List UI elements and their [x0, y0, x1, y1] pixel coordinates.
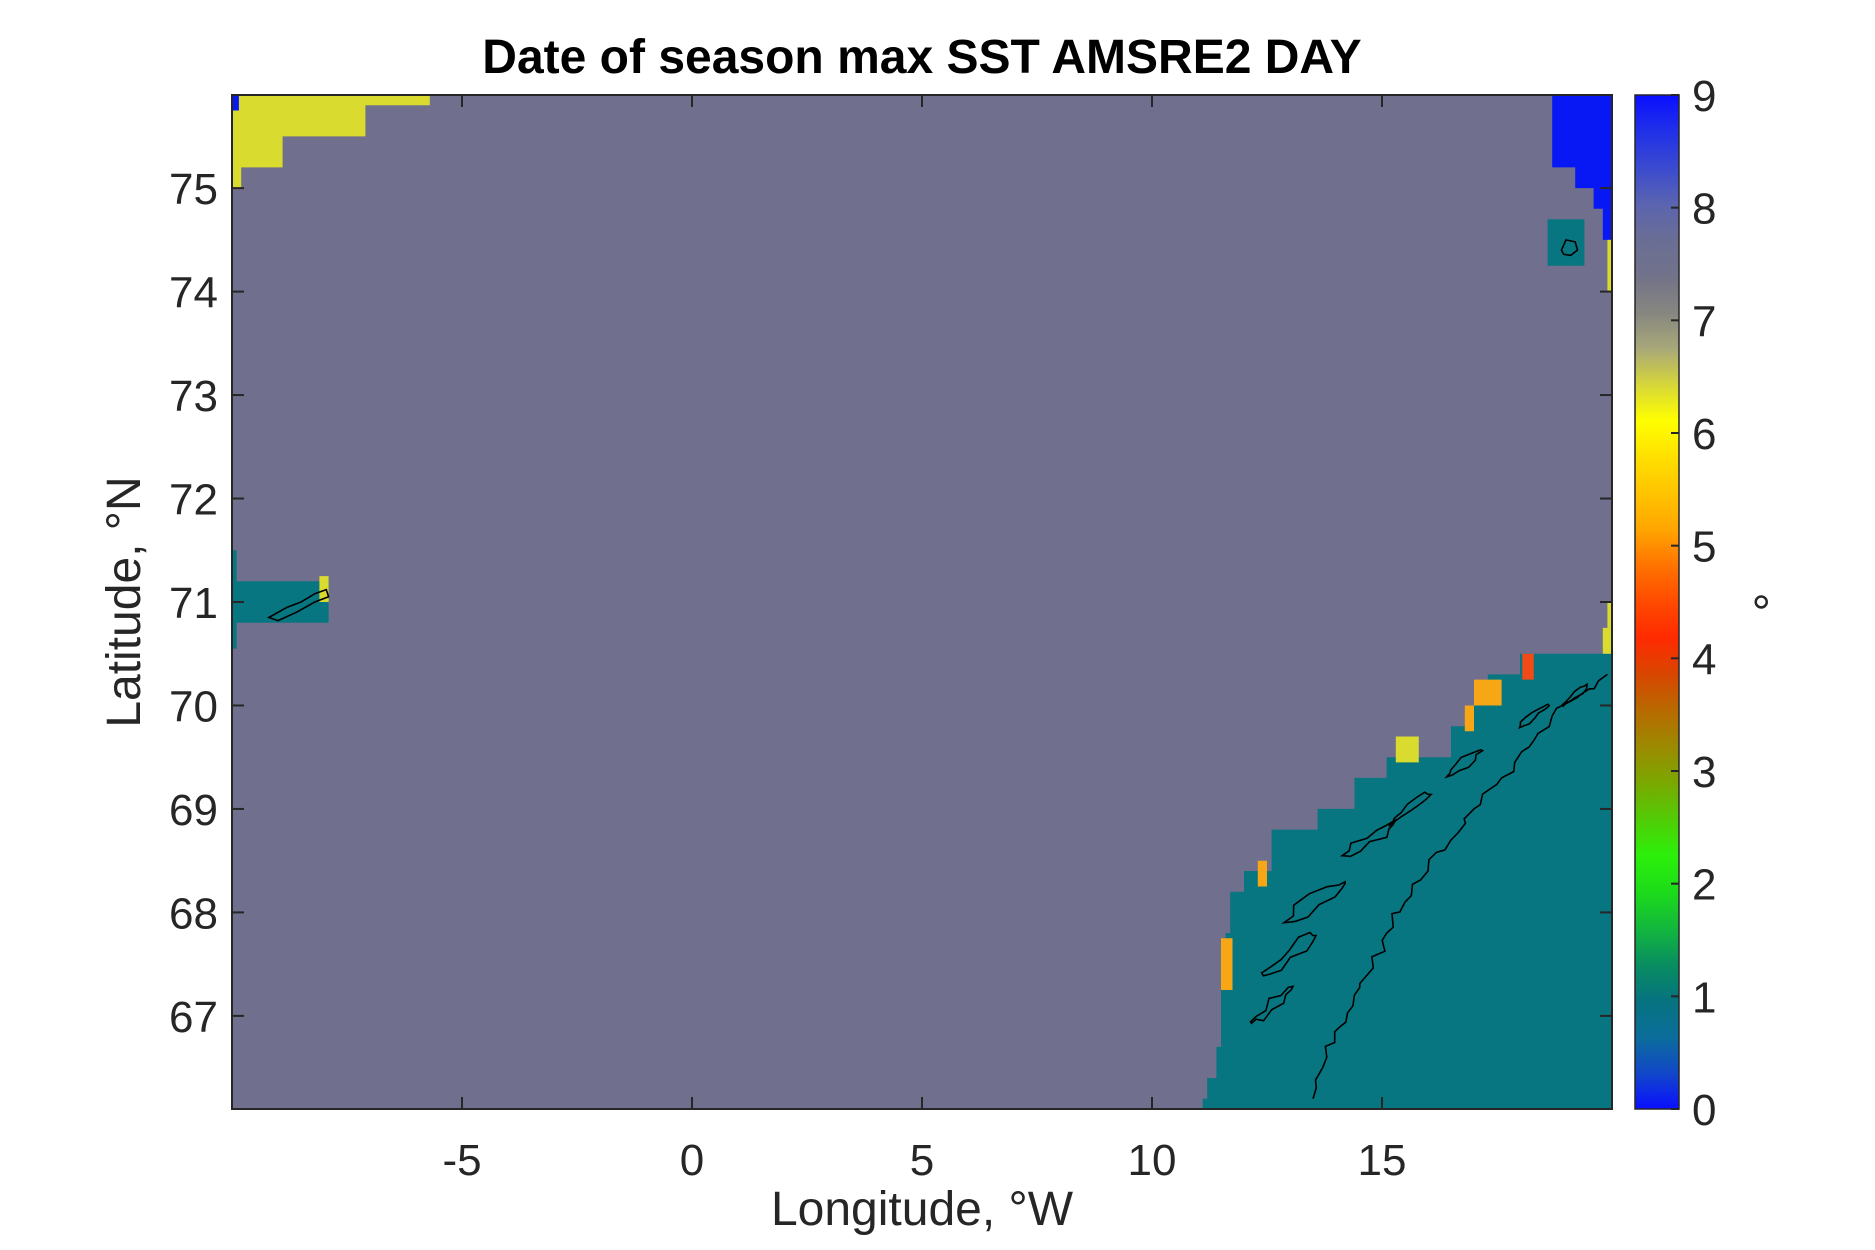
- region-coastal-orange-pixel-2: [1464, 705, 1474, 732]
- y-tick-label: 68: [169, 889, 218, 938]
- region-northeast-corner: [1552, 95, 1612, 240]
- plot-area: -5 0 5 10 15 67 68 69 70 71 72 73 74 75: [169, 94, 1613, 1185]
- region-east-yellow-pixel-2: [1607, 602, 1612, 628]
- y-axis-ticks: 67 68 69 70 71 72 73 74 75: [169, 165, 1612, 1042]
- coastline-norway-mainland: [1312, 673, 1608, 1099]
- region-bear-island: [1547, 219, 1585, 266]
- x-axis-ticks: -5 0 5 10 15: [442, 95, 1406, 1185]
- coastline-island-8: [1560, 682, 1589, 708]
- chart-title: Date of season max SST AMSRE2 DAY: [482, 31, 1361, 84]
- coastline-island-7: [1518, 703, 1551, 730]
- map-regions: [232, 95, 1612, 1109]
- coastlines: [266, 238, 1608, 1099]
- x-tick-label: 15: [1358, 1136, 1407, 1185]
- x-tick-label: 0: [680, 1136, 704, 1185]
- region-northwest-blue-pixel: [232, 95, 239, 111]
- colorbar-gradient: [1635, 95, 1679, 1109]
- region-east-yellow-pixel: [1602, 627, 1612, 654]
- coastline-island-3: [1281, 880, 1347, 924]
- x-tick-label: 10: [1128, 1136, 1177, 1185]
- colorbar-tick-label: 1: [1692, 973, 1716, 1022]
- region-coastal-orange-pixel-3: [1257, 860, 1267, 887]
- region-jan-mayen: [232, 581, 329, 623]
- region-jan-mayen-edge: [232, 550, 237, 649]
- region-northeast-yellow-strip: [1607, 239, 1612, 292]
- region-northwest-corner: [232, 95, 430, 189]
- y-tick-label: 69: [169, 786, 218, 835]
- y-tick-label: 72: [169, 476, 218, 525]
- region-norwegian-coast: [1193, 653, 1612, 1109]
- colorbar-tick-label: 9: [1692, 72, 1716, 121]
- colorbar-tick-label: 0: [1692, 1086, 1716, 1135]
- colorbar-tick-label: 4: [1692, 635, 1716, 684]
- x-tick-label: -5: [442, 1136, 481, 1185]
- colorbar-tick-label: 5: [1692, 523, 1716, 572]
- y-axis-label: Latitude, °N: [98, 476, 151, 727]
- coastline-jan-mayen: [266, 588, 330, 622]
- y-tick-label: 74: [169, 269, 218, 318]
- colorbar-tick-label: 2: [1692, 861, 1716, 910]
- colorbar-ticks: 0 1 2 3 4 5 6 7 8 9: [1671, 72, 1716, 1135]
- colorbar-tick-label: 7: [1692, 297, 1716, 346]
- region-coastal-yellow-pixel: [1395, 736, 1419, 763]
- colorbar-label: °: [1723, 592, 1776, 611]
- coastline-island-2: [1260, 931, 1318, 977]
- region-jan-mayen-yellow-pixel: [319, 576, 329, 602]
- y-tick-label: 71: [169, 579, 218, 628]
- coastline-island-6: [1443, 748, 1485, 779]
- region-coastal-orange-pixel-4: [1221, 938, 1233, 990]
- colorbar-tick-label: 6: [1692, 410, 1716, 459]
- coastline-island-5: [1388, 791, 1433, 827]
- region-coastal-red-pixel: [1522, 653, 1534, 680]
- y-tick-label: 70: [169, 682, 218, 731]
- colorbar-tick-label: 3: [1692, 748, 1716, 797]
- x-tick-label: 5: [910, 1136, 934, 1185]
- coastline-island-1: [1249, 985, 1295, 1025]
- colorbar: 0 1 2 3 4 5 6 7 8 9 °: [1634, 72, 1776, 1135]
- y-tick-label: 67: [169, 993, 218, 1042]
- colorbar-frame: [1634, 94, 1680, 1110]
- y-tick-label: 75: [169, 165, 218, 214]
- colorbar-tick-label: 8: [1692, 185, 1716, 234]
- region-coastal-orange-pixel-1: [1474, 679, 1502, 706]
- x-axis-label: Longitude, °W: [771, 1183, 1074, 1236]
- coastline-bear-island: [1560, 238, 1579, 257]
- y-tick-label: 73: [169, 372, 218, 421]
